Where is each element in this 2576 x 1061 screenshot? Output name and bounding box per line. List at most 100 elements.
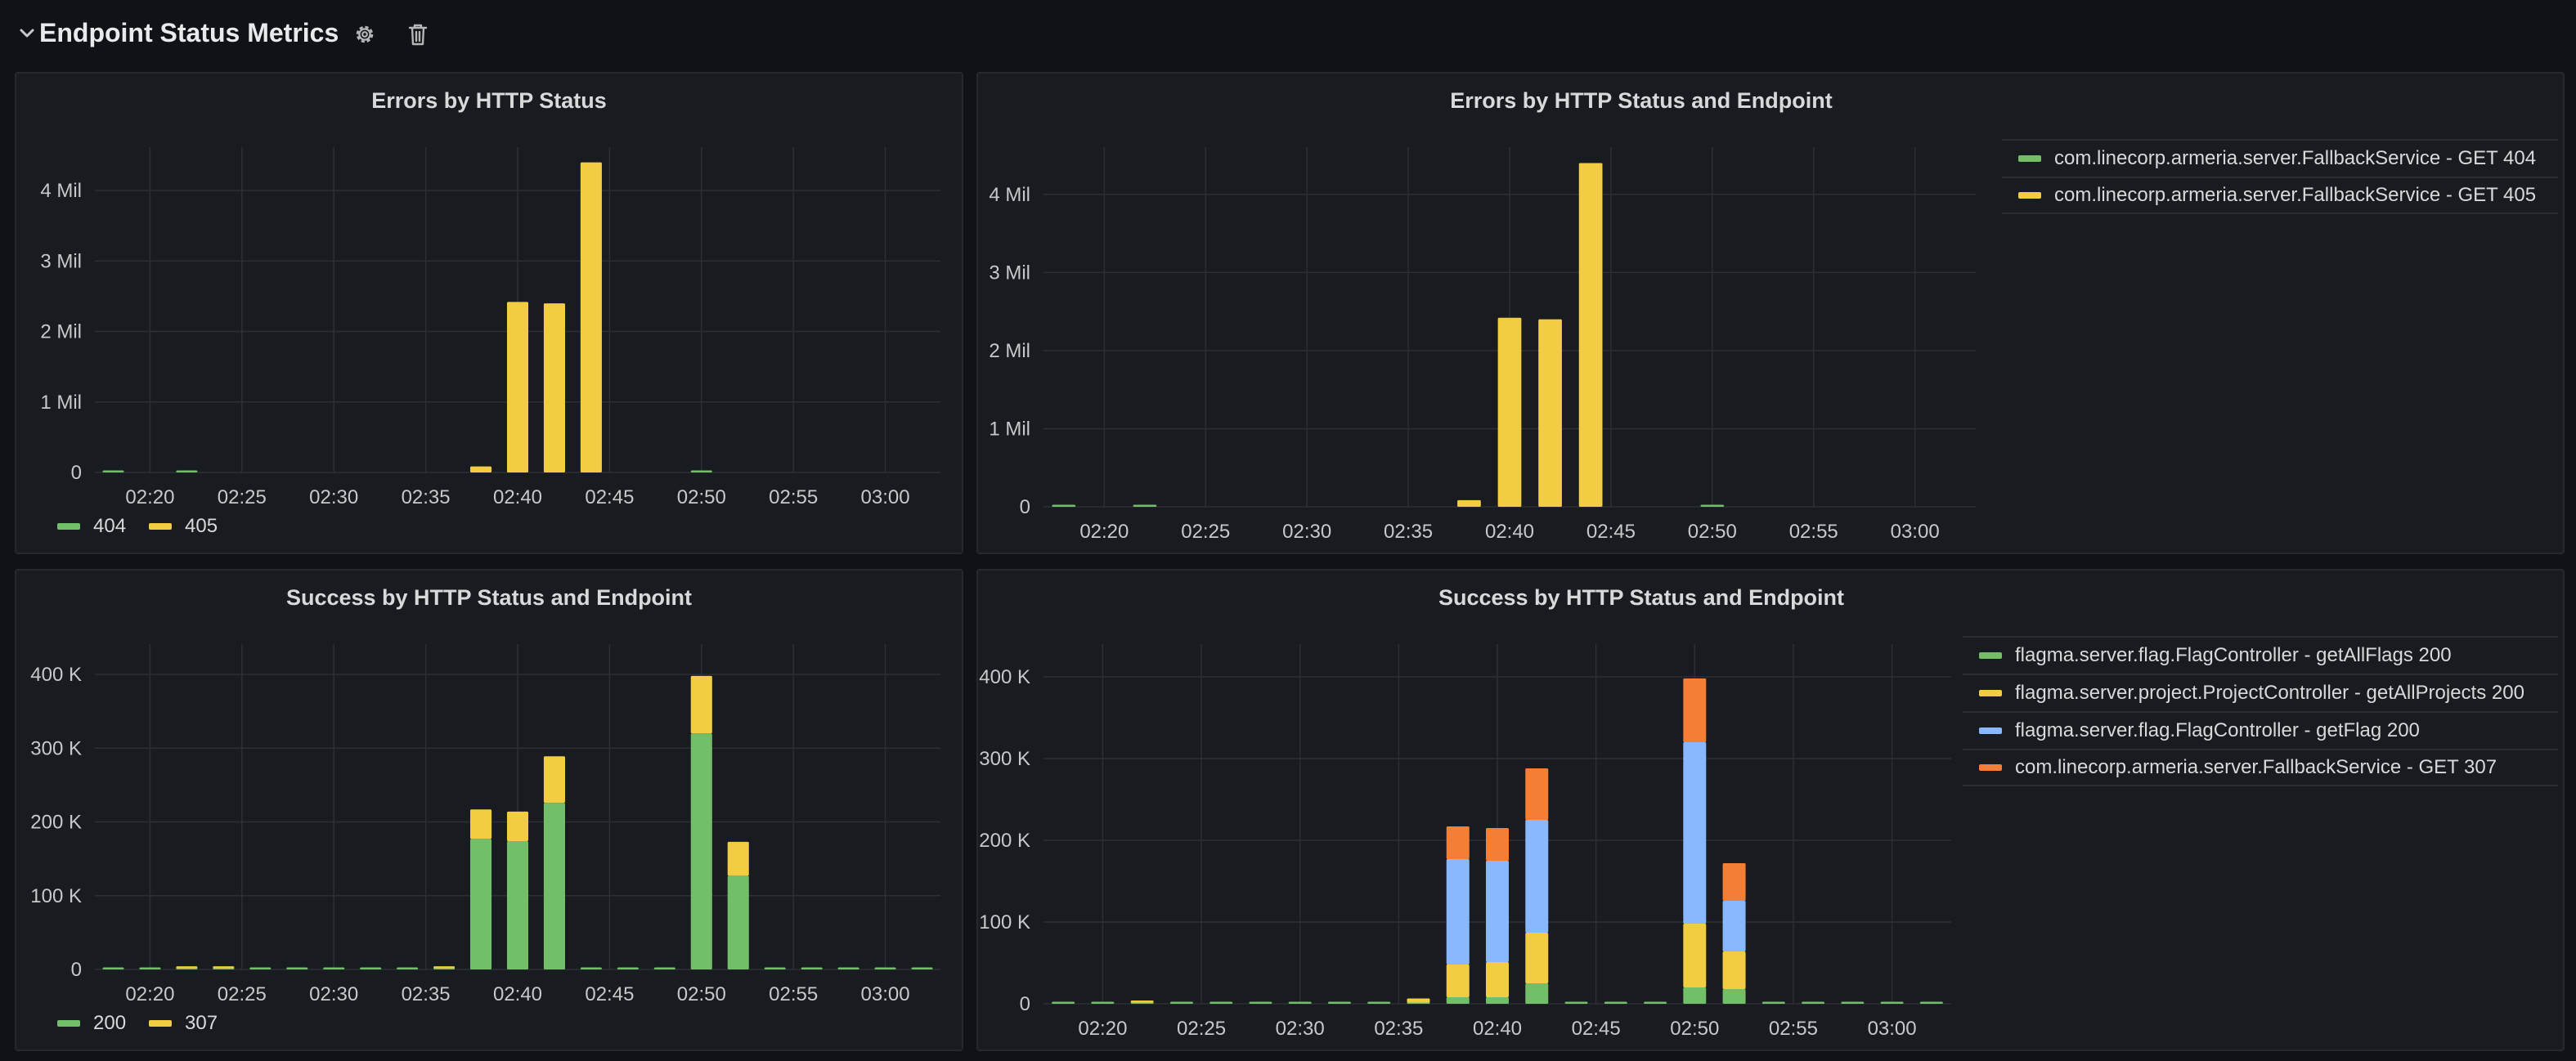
bar (470, 809, 492, 839)
x-tick-label: 02:40 (493, 486, 542, 508)
x-tick-label: 02:40 (1473, 1018, 1522, 1040)
bar (1880, 1001, 1904, 1004)
bar (1133, 504, 1157, 507)
y-tick-label: 300 K (30, 737, 82, 759)
legend-item[interactable]: 200 (57, 1012, 126, 1035)
bar (1525, 820, 1549, 933)
y-tick-label: 400 K (979, 666, 1030, 688)
bar (1578, 163, 1603, 508)
bar (470, 466, 492, 472)
x-tick-label: 02:50 (1688, 521, 1737, 543)
bar (1209, 1001, 1233, 1004)
legend-item[interactable]: com.linecorp.armeria.server.FallbackServ… (2002, 139, 2558, 177)
bar (1700, 504, 1725, 507)
legend-swatch (1979, 652, 2002, 659)
bar (543, 803, 565, 969)
bar (1761, 1001, 1785, 1004)
x-tick-label: 02:55 (769, 983, 818, 1005)
bar (1538, 319, 1562, 507)
bar (397, 967, 419, 969)
bar (580, 162, 602, 472)
bar (690, 733, 712, 969)
bar (286, 967, 308, 969)
legend-item[interactable]: 405 (149, 515, 218, 538)
x-tick-label: 02:35 (1384, 521, 1433, 543)
legend-label: com.linecorp.armeria.server.FallbackServ… (2054, 184, 2537, 206)
bar (323, 967, 345, 969)
bar (1564, 1001, 1588, 1004)
bar (1802, 1001, 1825, 1004)
x-tick-label: 02:40 (1485, 521, 1534, 543)
bar (1446, 997, 1470, 1004)
y-tick-label: 3 Mil (989, 262, 1030, 284)
row-header: Endpoint Status Metrics (0, 0, 2576, 69)
bar (653, 967, 675, 969)
bar (727, 841, 749, 876)
legend-item[interactable]: flagma.server.project.ProjectController … (1963, 674, 2558, 711)
bar (1130, 1001, 1154, 1003)
bar (764, 967, 786, 969)
x-tick-label: 02:25 (1177, 1018, 1226, 1040)
y-tick-label: 0 (1020, 993, 1030, 1015)
bar (911, 967, 933, 969)
legend-item[interactable]: com.linecorp.armeria.server.FallbackServ… (1963, 749, 2558, 786)
bar (1683, 987, 1707, 1004)
x-tick-label: 02:30 (309, 486, 358, 508)
panel-legend: flagma.server.flag.FlagController - getA… (1963, 636, 2558, 786)
bar (102, 470, 124, 472)
bar (1604, 1001, 1627, 1004)
bar (690, 470, 712, 472)
x-tick-label: 02:30 (309, 983, 358, 1005)
chart-plot: 0 100 K 200 K 300 K 400 K 02:20 02:25 02:30 02:3… (30, 644, 940, 1005)
y-tick-label: 2 Mil (989, 340, 1030, 362)
panel-success-by-status: Success by HTTP Status and Endpoint 0 100… (15, 569, 963, 1051)
x-tick-label: 02:50 (1670, 1018, 1719, 1040)
x-tick-label: 02:40 (493, 983, 542, 1005)
trash-icon[interactable] (406, 21, 430, 47)
legend-item[interactable]: com.linecorp.armeria.server.FallbackServ… (2002, 177, 2558, 214)
bar (1288, 1001, 1312, 1004)
y-tick-label: 200 K (979, 830, 1030, 852)
x-tick-label: 03:00 (861, 486, 910, 508)
x-tick-label: 02:35 (402, 486, 451, 508)
x-tick-label: 02:35 (402, 983, 451, 1005)
x-tick-label: 02:50 (677, 486, 726, 508)
panel-title[interactable]: Errors by HTTP Status and Endpoint (1450, 88, 1833, 113)
legend-item[interactable]: flagma.server.flag.FlagController - getF… (1963, 711, 2558, 749)
x-tick-label: 02:55 (1769, 1018, 1818, 1040)
legend-item[interactable]: flagma.server.flag.FlagController - getA… (1963, 636, 2558, 674)
panel-title[interactable]: Success by HTTP Status and Endpoint (1438, 585, 1845, 610)
bar (1683, 742, 1707, 924)
y-tick-label: 3 Mil (40, 250, 82, 272)
bar (1722, 951, 1746, 989)
bar (580, 967, 602, 969)
x-tick-label: 02:20 (125, 983, 174, 1005)
legend-item[interactable]: 307 (149, 1012, 218, 1035)
panel-title[interactable]: Success by HTTP Status and Endpoint (285, 585, 693, 610)
legend-label: 404 (93, 515, 127, 537)
x-tick-label: 02:25 (218, 983, 267, 1005)
x-tick-label: 02:30 (1276, 1018, 1325, 1040)
y-tick-label: 4 Mil (40, 180, 82, 202)
legend-label: flagma.server.project.ProjectController … (2015, 682, 2524, 704)
y-tick-label: 100 K (979, 911, 1030, 933)
panel-title[interactable]: Errors by HTTP Status (371, 88, 607, 113)
legend-label: com.linecorp.armeria.server.FallbackServ… (2015, 756, 2497, 778)
panel-legend: 404 405 (57, 515, 240, 538)
legend-swatch (2018, 192, 2041, 199)
bar (1486, 962, 1509, 997)
legend-label: 307 (185, 1012, 218, 1034)
row-title[interactable]: Endpoint Status Metrics (39, 18, 339, 47)
gear-icon[interactable] (352, 21, 378, 47)
bar (1169, 1001, 1193, 1004)
legend-item[interactable]: 404 (57, 515, 126, 538)
bar (1052, 1001, 1075, 1004)
legend-swatch (149, 523, 173, 530)
x-tick-label: 02:25 (1181, 521, 1230, 543)
bar (139, 967, 161, 969)
bar (1486, 861, 1509, 962)
y-tick-label: 1 Mil (40, 392, 82, 414)
chevron-down-icon[interactable] (18, 21, 36, 46)
bar (1525, 768, 1549, 820)
x-tick-label: 02:25 (218, 486, 267, 508)
